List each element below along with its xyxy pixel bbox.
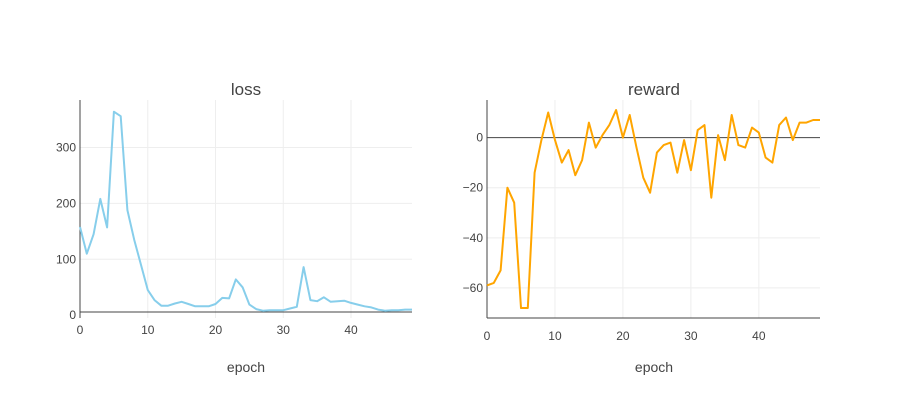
reward-ytick-label: −40 [463,231,484,245]
loss-ytick-label: 200 [56,196,76,210]
loss-chart-title: loss [231,80,261,99]
loss-xtick-label: 30 [277,323,291,337]
reward-chart-title: reward [628,80,680,99]
reward-series-line [486,109,820,309]
loss-ytick-label: 100 [56,252,76,266]
reward-xtick-label: 40 [752,329,766,343]
loss-ytick-label: 0 [69,308,76,322]
reward-ytick-label: −60 [463,281,484,295]
reward-xtick-label: 30 [684,329,698,343]
reward-chart-xlabel: epoch [635,359,673,375]
loss-ytick-label: 300 [56,141,76,155]
reward-xtick-label: 0 [484,329,491,343]
loss-xtick-label: 10 [141,323,155,337]
reward-xtick-label: 20 [616,329,630,343]
loss-chart: loss epoch 0 100 200 300 0 10 20 30 40 [56,80,412,375]
loss-xtick-label: 20 [209,323,223,337]
reward-xtick-label: 10 [548,329,562,343]
loss-series-line [79,110,412,312]
loss-xtick-label: 40 [344,323,358,337]
reward-ytick-label: −20 [463,181,484,195]
reward-chart: reward epoch 0 −20 −40 −60 0 10 20 30 40 [463,80,820,375]
loss-xtick-label: 0 [77,323,84,337]
loss-chart-xlabel: epoch [227,359,265,375]
reward-ytick-label: 0 [476,131,483,145]
